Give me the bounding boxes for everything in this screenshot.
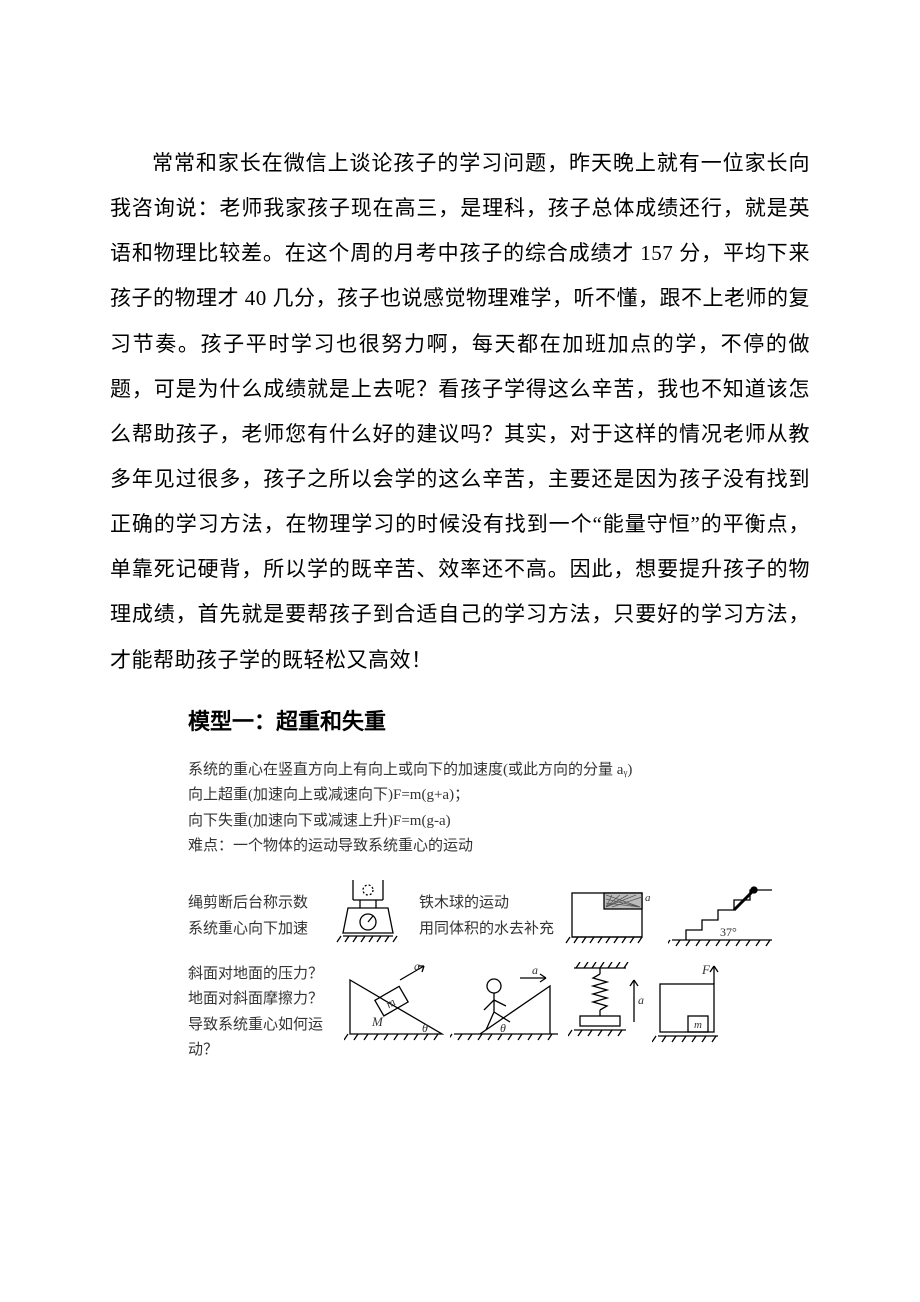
row1-left-text: 绳剪断后台称示数 系统重心向下加速 bbox=[188, 891, 323, 942]
desc-line-1: 系统的重心在竖直方向上有向上或向下的加速度(或此方向的分量 aᵧ) bbox=[188, 758, 778, 784]
svg-text:a: a bbox=[414, 962, 420, 973]
svg-text:a: a bbox=[532, 963, 538, 977]
box-force-diagram: F m bbox=[652, 962, 728, 1048]
svg-text:M: M bbox=[371, 1014, 384, 1029]
spring-diagram: a bbox=[568, 962, 646, 1048]
svg-text:F: F bbox=[701, 962, 711, 977]
row1-left-l1: 绳剪断后台称示数 bbox=[188, 891, 323, 917]
person-incline-diagram: a θ bbox=[450, 962, 562, 1048]
tank-diagram: a bbox=[564, 887, 650, 947]
model-section: 模型一：超重和失重 系统的重心在竖直方向上有向上或向下的加速度(或此方向的分量 … bbox=[188, 704, 778, 1064]
desc-line-4: 难点：一个物体的运动导致系统重心的运动 bbox=[188, 834, 778, 860]
body-paragraph: 常常和家长在微信上谈论孩子的学习问题，昨天晚上就有一位家长向我咨询说：老师我家孩… bbox=[110, 141, 810, 683]
incline-block-diagram: m a M θ bbox=[344, 962, 448, 1048]
row1-mid-l1: 铁木球的运动 bbox=[419, 891, 554, 917]
model-description: 系统的重心在竖直方向上有向上或向下的加速度(或此方向的分量 aᵧ) 向上超重(加… bbox=[188, 758, 778, 860]
stairs-diagram: 37° bbox=[668, 886, 776, 948]
row2-left-l3: 导致系统重心如何运动？ bbox=[188, 1013, 344, 1064]
svg-text:a: a bbox=[638, 993, 644, 1007]
svg-text:a: a bbox=[645, 892, 650, 904]
desc-line-2: 向上超重(加速向上或减速向下)F=m(g+a)； bbox=[188, 783, 778, 809]
row1-mid-text: 铁木球的运动 用同体积的水去补充 bbox=[419, 891, 554, 942]
diagram-row-1: 绳剪断后台称示数 系统重心向下加速 铁木球的运动 bbox=[188, 878, 778, 956]
svg-text:θ: θ bbox=[500, 1021, 506, 1035]
row1-left-l2: 系统重心向下加速 bbox=[188, 917, 323, 943]
row2-left-l2: 地面对斜面摩擦力？ bbox=[188, 987, 344, 1013]
row2-left-text: 斜面对地面的压力？ 地面对斜面摩擦力？ 导致系统重心如何运动？ bbox=[188, 962, 344, 1064]
desc-line-3: 向下失重(加速向下或减速上升)F=m(g-a) bbox=[188, 809, 778, 835]
row2-left-l1: 斜面对地面的压力？ bbox=[188, 962, 344, 988]
model-title: 模型一：超重和失重 bbox=[188, 704, 778, 736]
svg-text:θ: θ bbox=[422, 1021, 428, 1035]
angle-label: 37° bbox=[720, 925, 737, 939]
document-page: 常常和家长在微信上谈论孩子的学习问题，昨天晚上就有一位家长向我咨询说：老师我家孩… bbox=[0, 0, 920, 1124]
diagram-row-2: 斜面对地面的压力？ 地面对斜面摩擦力？ 导致系统重心如何运动？ m bbox=[188, 962, 778, 1064]
scale-diagram bbox=[333, 878, 403, 956]
row1-mid-l2: 用同体积的水去补充 bbox=[419, 917, 554, 943]
svg-text:m: m bbox=[694, 1019, 702, 1031]
